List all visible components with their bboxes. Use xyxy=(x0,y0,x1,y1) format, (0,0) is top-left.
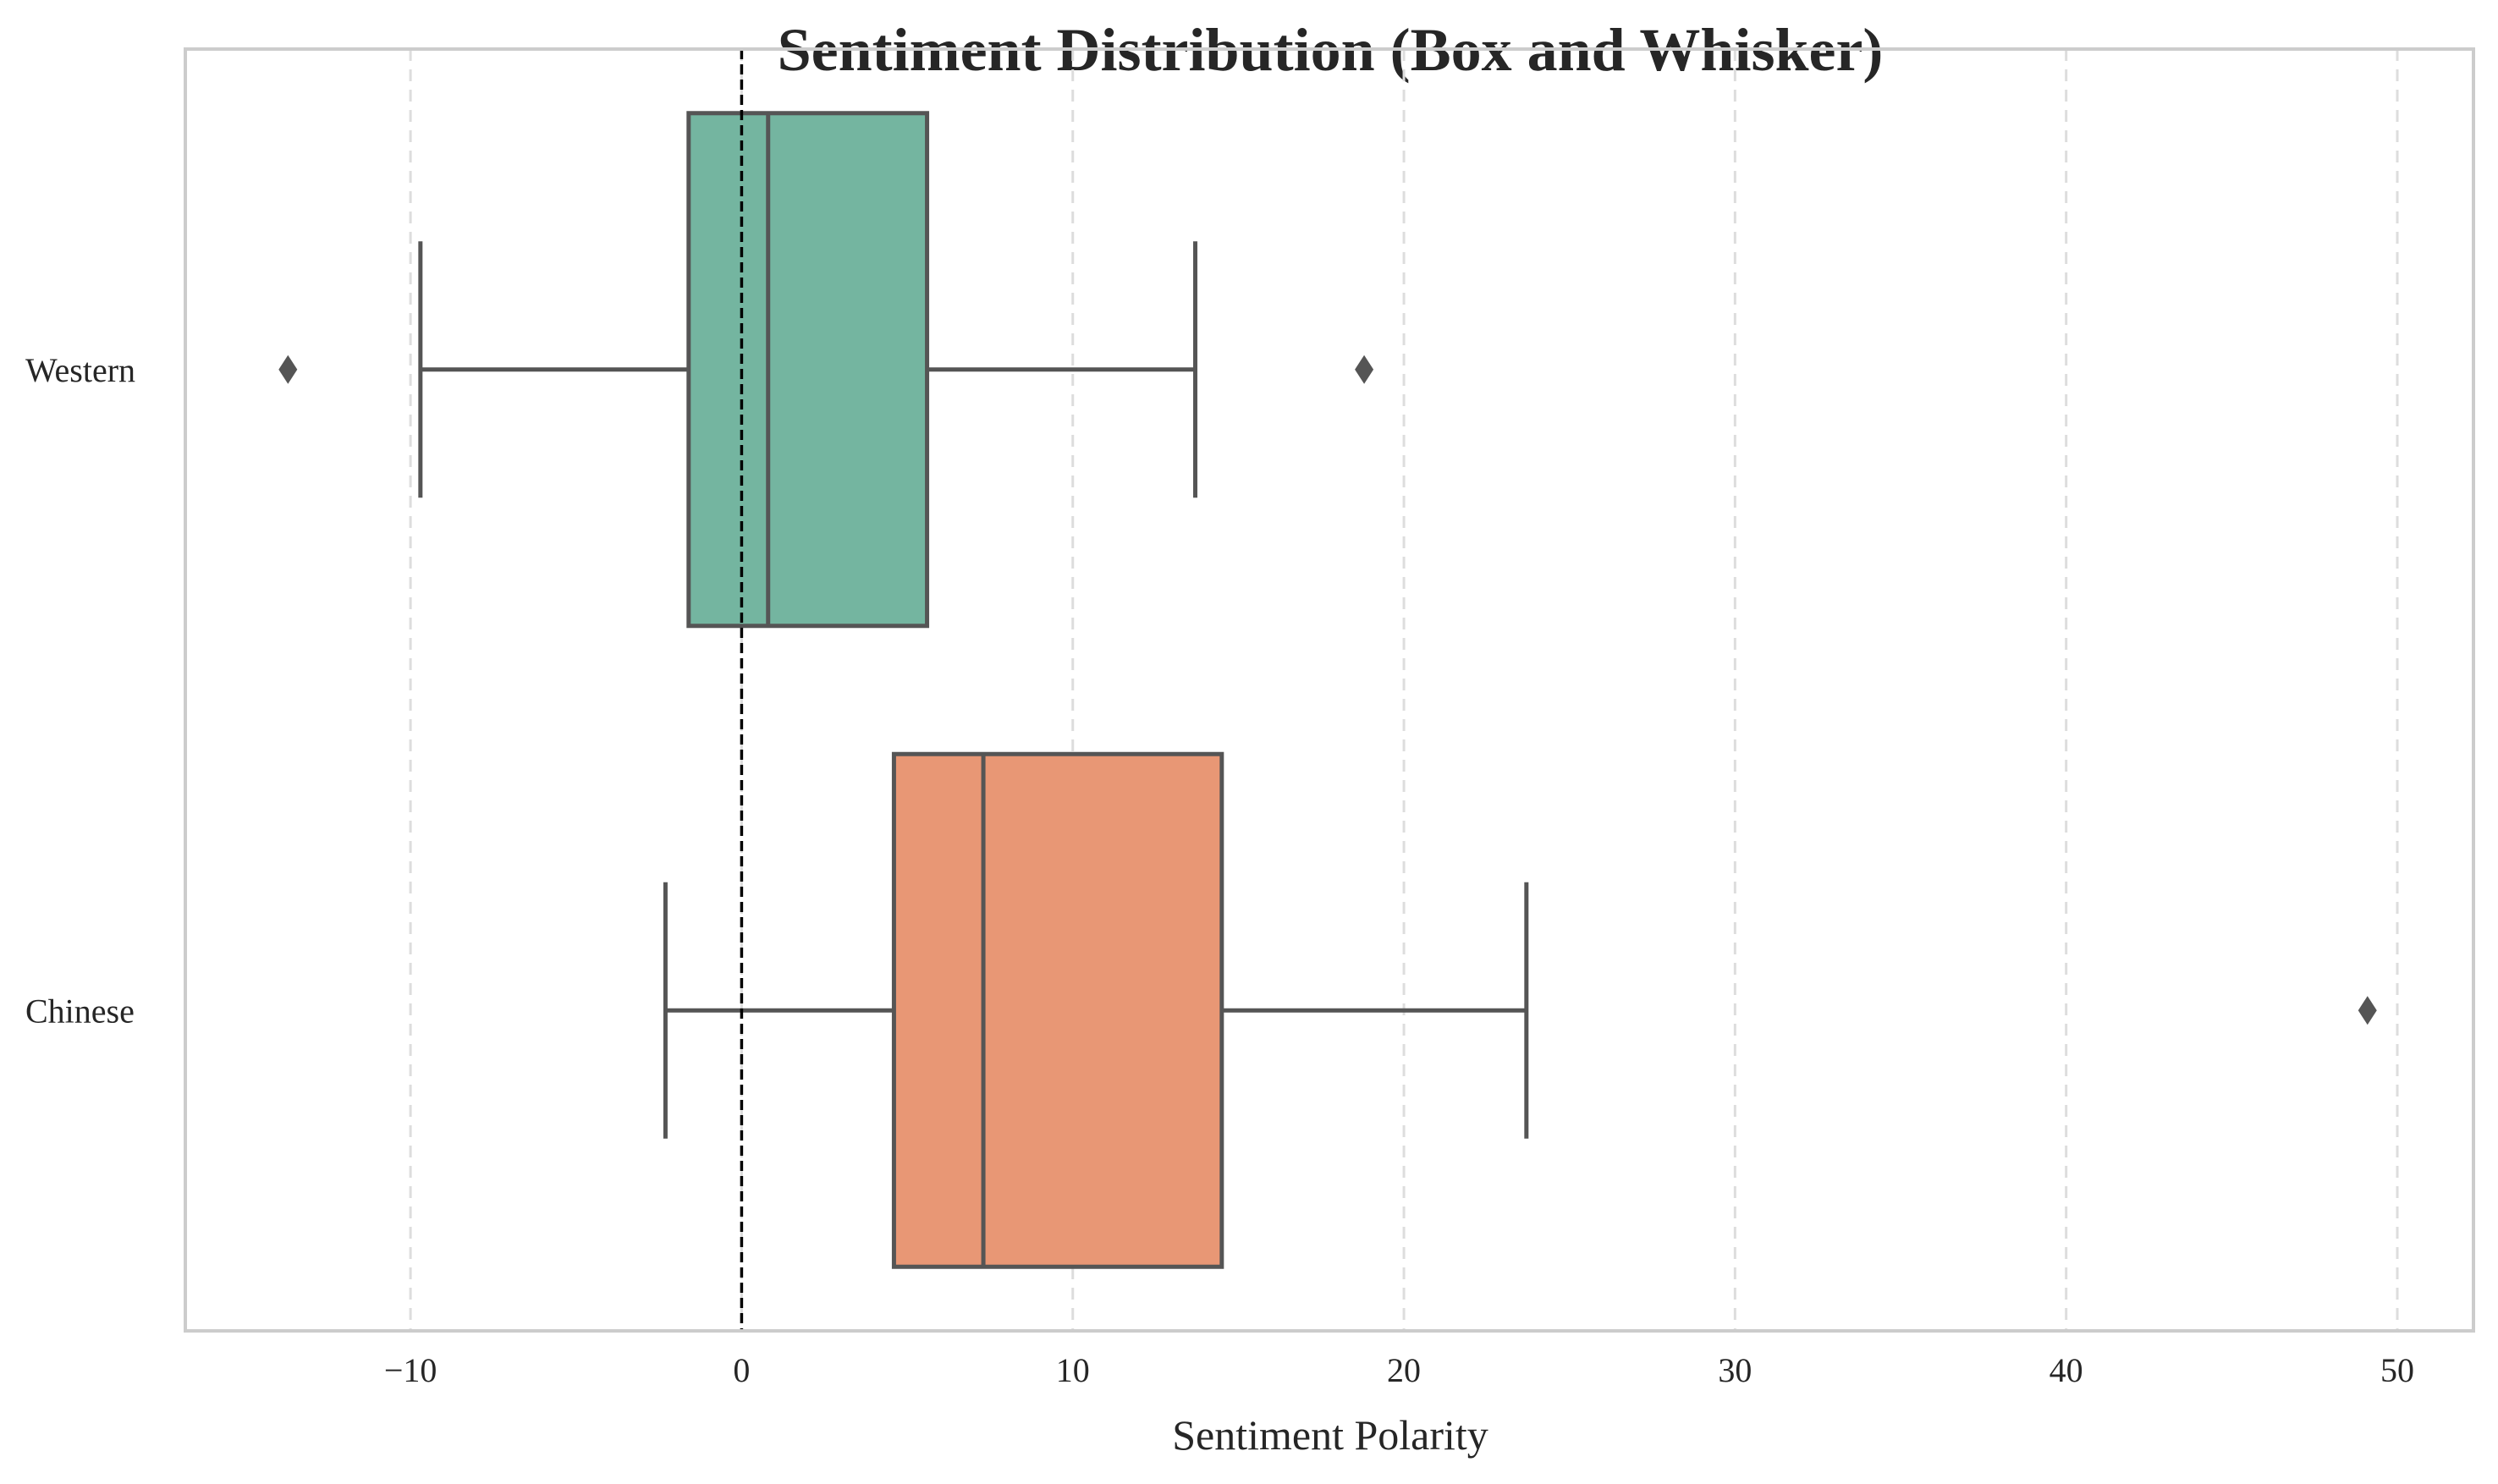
x-axis-label: Sentiment Polarity xyxy=(1172,1411,1488,1459)
x-tick-label: 20 xyxy=(1387,1351,1421,1389)
plot-frame xyxy=(184,47,2475,1333)
iqr-box xyxy=(686,111,930,629)
x-tick-label: 0 xyxy=(733,1351,750,1389)
outlier-point xyxy=(278,355,298,384)
x-tick-label: 10 xyxy=(1056,1351,1090,1389)
y-axis-categories: Western Chinese xyxy=(25,351,135,1031)
boxes xyxy=(278,49,2377,1331)
iqr-box xyxy=(891,751,1224,1269)
box-chinese xyxy=(663,751,2377,1269)
x-tick-label: 30 xyxy=(1718,1351,1752,1389)
x-tick-label: 40 xyxy=(2050,1351,2083,1389)
outlier-point xyxy=(1355,355,1374,384)
x-axis-ticks: −10 0 10 20 30 40 50 xyxy=(384,1351,2414,1389)
outlier-point xyxy=(2358,996,2377,1025)
x-tick-label: −10 xyxy=(384,1351,437,1389)
x-tick-label: 50 xyxy=(2380,1351,2414,1389)
category-label: Western xyxy=(25,351,135,389)
category-label: Chinese xyxy=(25,992,135,1030)
box-western xyxy=(278,111,1374,629)
